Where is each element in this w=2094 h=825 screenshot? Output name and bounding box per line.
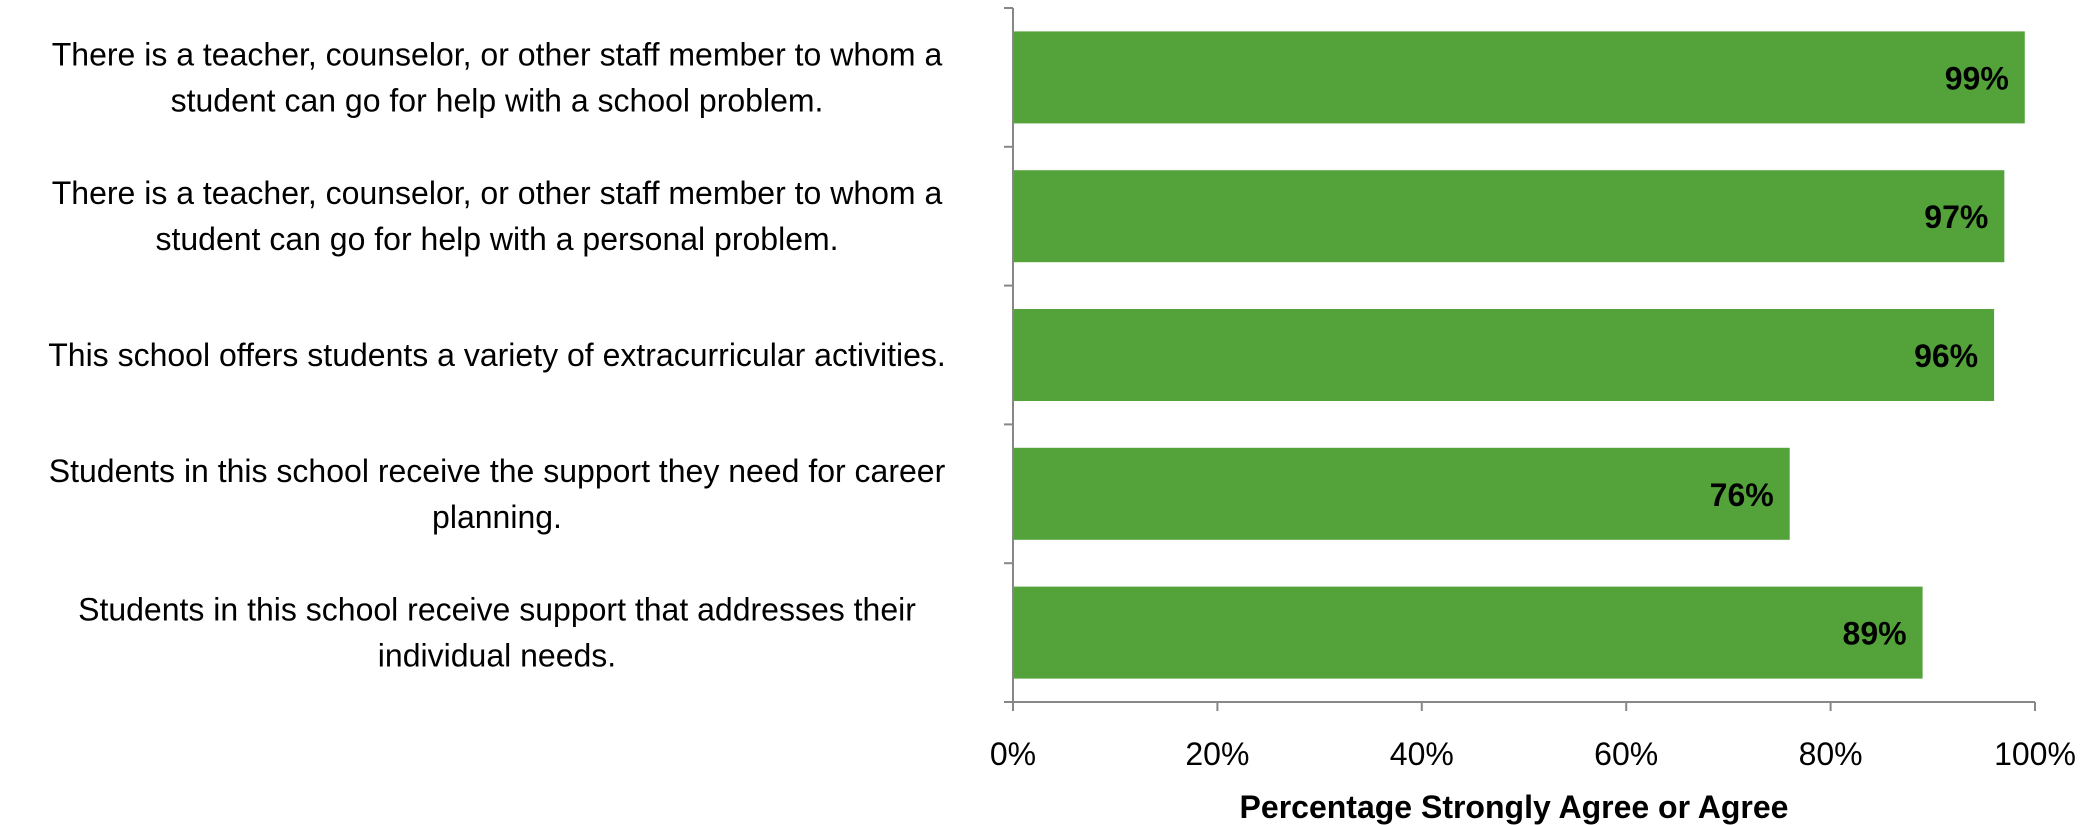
bar-3 (1013, 309, 1995, 401)
category-label-line: There is a teacher, counselor, or other … (52, 175, 943, 211)
x-tick-label: 20% (1185, 736, 1249, 772)
category-label-5: Students in this school receive support … (78, 592, 916, 674)
data-label-4: 76% (1710, 477, 1774, 513)
bar-4 (1013, 447, 1790, 540)
x-tick-label: 100% (1994, 736, 2076, 772)
x-tick-label: 40% (1390, 736, 1454, 772)
bar-5 (1013, 586, 1923, 679)
category-label-line: individual needs. (378, 638, 616, 674)
bar-2 (1013, 170, 2005, 263)
bar-1 (1013, 31, 2025, 124)
category-label-line: Students in this school receive support … (78, 592, 916, 628)
tick-labels-group: 0% 20% 40% 60% 80% 100% (990, 736, 2076, 772)
category-label-line: This school offers students a variety of… (48, 337, 946, 373)
axes-group (1004, 7, 2036, 711)
category-label-line: planning. (432, 499, 562, 535)
data-label-3: 96% (1914, 338, 1978, 374)
category-labels-group: There is a teacher, counselor, or other … (48, 36, 946, 673)
data-labels-group: 99% 97% 96% 76% 89% (1710, 60, 2009, 651)
x-tick-label: 80% (1799, 736, 1863, 772)
category-label-1: There is a teacher, counselor, or other … (52, 36, 943, 118)
category-label-2: There is a teacher, counselor, or other … (52, 175, 943, 257)
x-axis-title: Percentage Strongly Agree or Agree (1240, 789, 1789, 825)
data-label-5: 89% (1843, 616, 1907, 652)
category-label-3: This school offers students a variety of… (48, 337, 946, 373)
category-label-line: Students in this school receive the supp… (49, 453, 946, 489)
x-tick-label: 60% (1594, 736, 1658, 772)
category-label-4: Students in this school receive the supp… (49, 453, 946, 535)
category-label-line: There is a teacher, counselor, or other … (52, 36, 943, 72)
category-label-line: student can go for help with a school pr… (171, 82, 824, 118)
bars-group (1013, 31, 2025, 679)
data-label-1: 99% (1945, 60, 2009, 96)
x-tick-label: 0% (990, 736, 1036, 772)
category-label-line: student can go for help with a personal … (155, 221, 838, 257)
data-label-2: 97% (1924, 199, 1988, 235)
